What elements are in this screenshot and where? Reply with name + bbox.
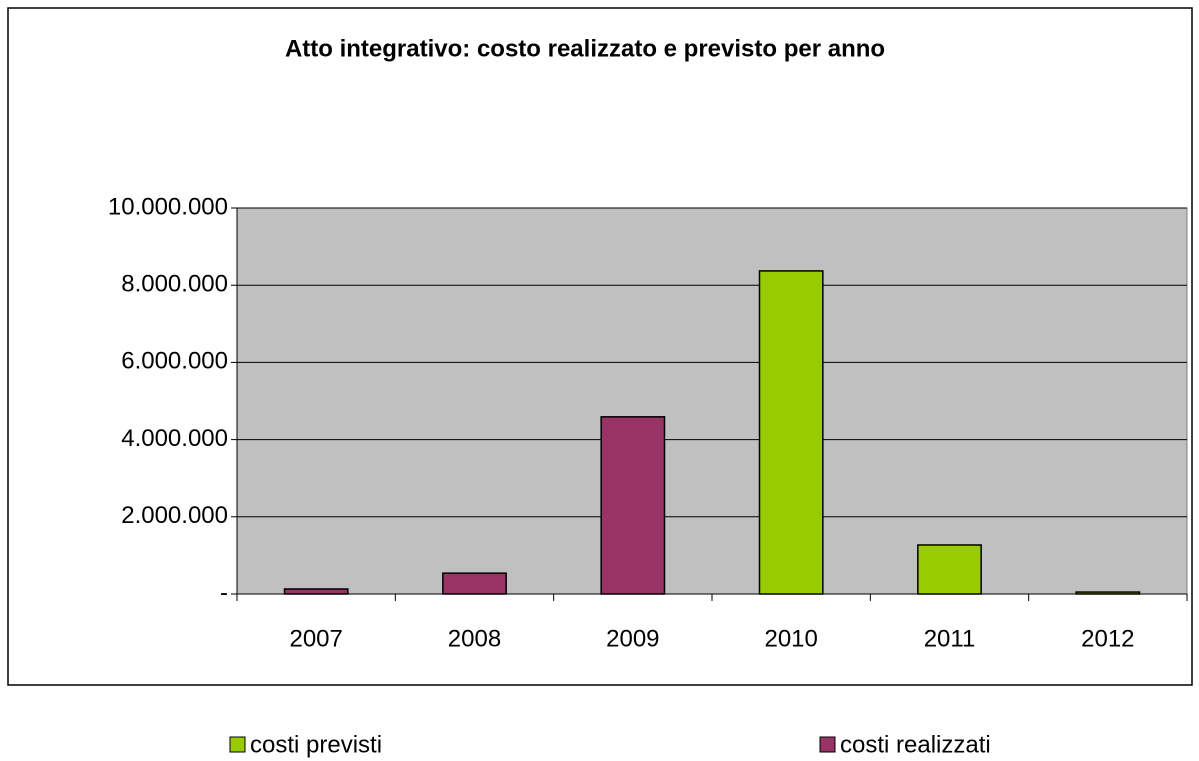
y-tick-label: 4.000.000 (121, 425, 228, 452)
y-tick-label: 2.000.000 (121, 502, 228, 529)
bar (1075, 591, 1141, 595)
y-tick-label: 10.000.000 (108, 193, 228, 220)
x-tick-label: 2010 (764, 625, 817, 652)
x-tick-label: 2009 (606, 625, 659, 652)
legend-swatch (229, 736, 246, 753)
y-tick-label: 6.000.000 (121, 348, 228, 375)
y-tick-label: 8.000.000 (121, 271, 228, 298)
bar (283, 588, 349, 595)
x-tick-label: 2008 (448, 625, 501, 652)
x-tick-label: 2012 (1081, 625, 1134, 652)
y-tick-label: - (220, 579, 228, 606)
bar (600, 416, 666, 595)
legend-label: costi previsti (250, 731, 382, 758)
legend-label: costi realizzati (840, 731, 991, 758)
plot-area (236, 207, 1188, 595)
bar (442, 572, 507, 595)
x-tick-label: 2007 (289, 625, 342, 652)
bar (758, 270, 824, 595)
chart-title: Atto integrativo: costo realizzato e pre… (285, 35, 885, 62)
x-tick-label: 2011 (924, 625, 976, 652)
legend-swatch (819, 736, 836, 753)
bar (917, 544, 982, 595)
